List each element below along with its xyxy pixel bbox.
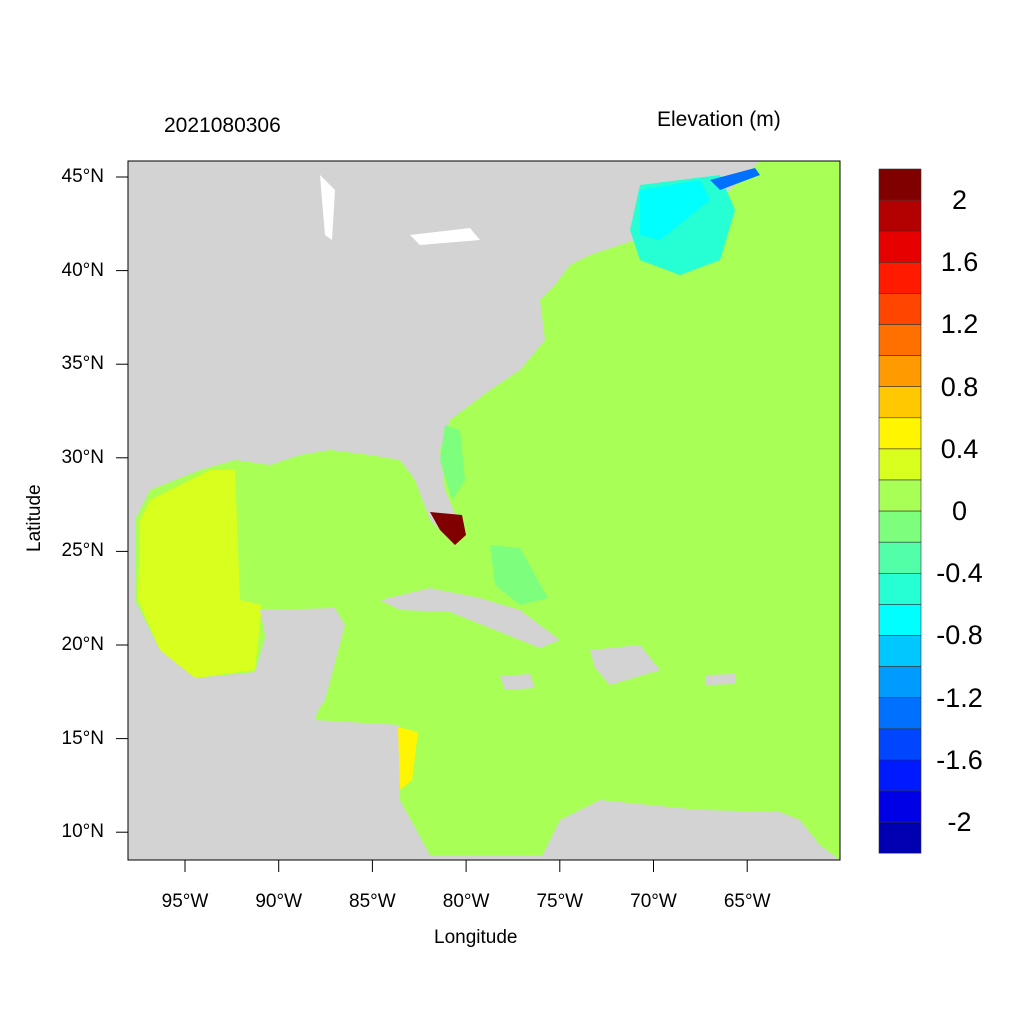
- cuba: [380, 588, 560, 648]
- jamaica: [500, 674, 535, 690]
- x-tick-label: 80°W: [442, 891, 490, 912]
- colorbar-label: -0.8: [936, 620, 983, 651]
- colorbar-label: -0.4: [936, 558, 983, 589]
- x-tick-label: 70°W: [630, 891, 677, 912]
- puerto-rico: [705, 674, 735, 685]
- y-tick-label: 35°N: [61, 353, 104, 375]
- y-tick-label: 10°N: [61, 821, 104, 843]
- gulf-positive-region: [138, 470, 262, 678]
- x-tick-label: 75°W: [536, 891, 584, 912]
- yucatan: [260, 608, 345, 720]
- ocean: [135, 161, 840, 860]
- colorbar-label: -1.2: [936, 682, 983, 713]
- x-tick-label: 90°W: [255, 891, 303, 912]
- x-tick-label: 65°W: [723, 891, 771, 912]
- colorbar-swatch: [878, 821, 922, 854]
- colorbar-swatch: [878, 355, 922, 388]
- hispaniola: [590, 645, 660, 685]
- x-axis-label: Longitude: [434, 927, 518, 948]
- colorbar-swatch: [878, 324, 922, 356]
- colorbar-swatch: [878, 728, 922, 761]
- florida-east-shelf: [440, 425, 465, 500]
- colorbar-swatch: [878, 666, 922, 698]
- y-tick-label: 25°N: [61, 540, 104, 562]
- colorbar-label: 0.4: [940, 433, 979, 464]
- colorbar-swatch: [878, 759, 922, 792]
- colorbar-swatch: [878, 790, 922, 823]
- colorbar-swatch: [878, 510, 922, 543]
- colorbar-swatch: [878, 261, 922, 294]
- y-tick-label: 30°N: [61, 446, 104, 468]
- colorbar-swatch: [878, 199, 922, 232]
- colorbar-swatch: [878, 230, 922, 263]
- colorbar-swatch: [878, 697, 922, 730]
- colorbar-swatch: [878, 448, 922, 481]
- south-america: [540, 800, 820, 860]
- colorbar-swatch: [878, 541, 922, 574]
- x-tick-label: 85°W: [349, 891, 396, 912]
- colorbar-swatch: [878, 168, 922, 201]
- great-lakes: [410, 228, 480, 245]
- bahamas-bank: [490, 545, 548, 605]
- colorbar-label: 1.2: [940, 309, 979, 340]
- variable-title: Elevation (m): [657, 108, 781, 131]
- colorbar-swatch: [878, 635, 922, 667]
- great-lakes: [320, 175, 335, 240]
- y-tick-label: 15°N: [61, 727, 104, 749]
- bay-of-fundy: [710, 168, 760, 190]
- y-tick-label: 20°N: [61, 634, 104, 655]
- colorbar-label: -1.6: [936, 744, 983, 775]
- y-tick-label: 40°N: [61, 259, 104, 281]
- colorbar-label: 0: [951, 496, 968, 526]
- florida-surge: [430, 512, 466, 545]
- colorbar-label: 2: [951, 185, 968, 215]
- colorbar-swatch: [878, 572, 922, 605]
- colorbar-swatch: [878, 417, 922, 450]
- colorbar-swatch: [878, 293, 922, 325]
- honduras-positive: [398, 727, 418, 790]
- colorbar-swatch: [878, 604, 922, 636]
- y-tick-label: 45°N: [61, 166, 104, 187]
- colorbar-swatch: [878, 479, 922, 512]
- colorbar-label: -2: [947, 807, 972, 837]
- colorbar-label: 0.8: [940, 371, 979, 402]
- colorbar-swatch: [878, 386, 922, 419]
- gulf-of-maine-core: [640, 180, 710, 240]
- colorbar-label: 1.6: [940, 247, 979, 278]
- date-title: 2021080306: [164, 114, 281, 137]
- x-tick-label: 95°W: [161, 891, 209, 912]
